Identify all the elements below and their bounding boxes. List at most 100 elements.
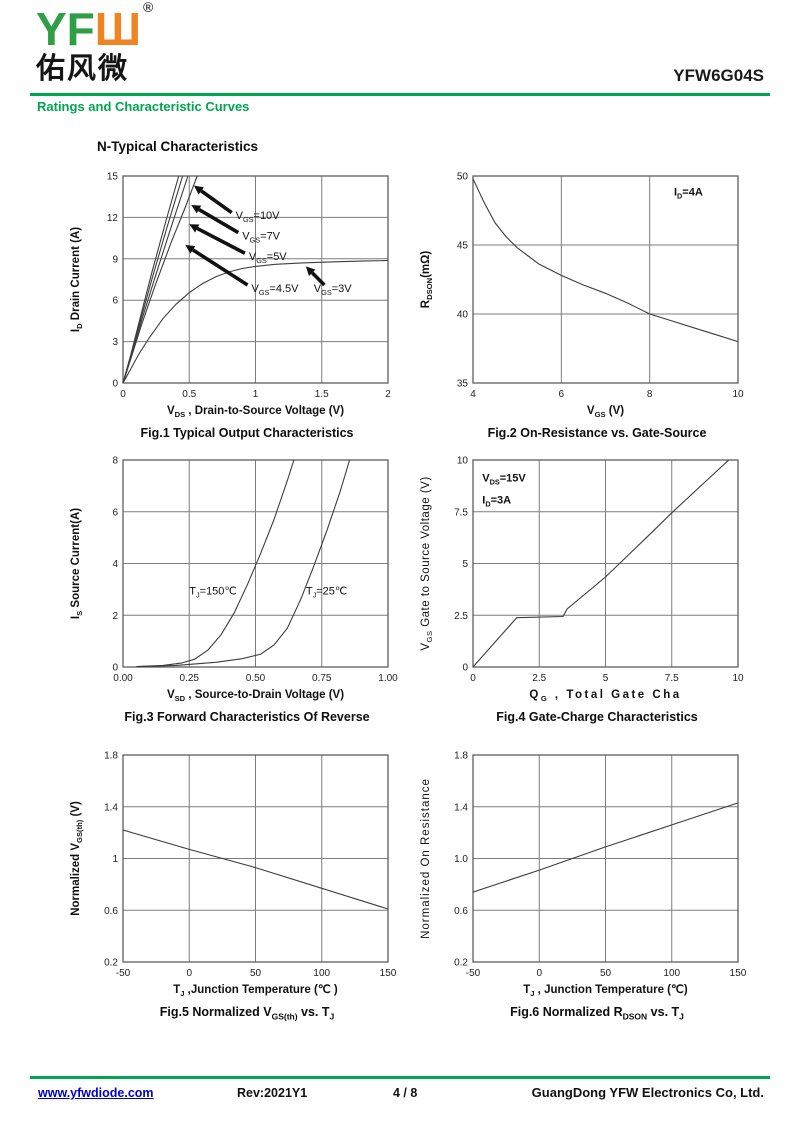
x-axis-label: TJ ,Junction Temperature (℃ ) <box>173 983 338 998</box>
x-tick-label: 0 <box>536 968 542 979</box>
x-tick-label: 100 <box>663 968 680 979</box>
fig5-cell: -50 0 50 100 150 0.2 0.6 1 1.4 1.8 TJ ,Junction Te… <box>65 747 415 1022</box>
annotation-arrow <box>191 248 249 287</box>
page-number: 4 / 8 <box>393 1086 418 1100</box>
annotation-arrow <box>200 189 233 215</box>
fig6-cell: -50 0 50 100 150 0.2 0.6 1.0 1.4 1.8 TJ , Junction… <box>415 747 765 1022</box>
logo-wordmark: YFШ ® <box>36 0 153 55</box>
x-tick-label: 0 <box>470 673 476 684</box>
annotation-arrow-head <box>189 224 200 233</box>
part-number: YFW6G04S <box>673 66 764 85</box>
y-axis-label: IS Source Current(A) <box>70 508 84 619</box>
y-axis-label: Normalized VGS(th) (V) <box>70 801 84 916</box>
series-rdson-vs-vgs-at-id-4a <box>472 178 739 343</box>
website-link[interactable]: www.yfwdiode.com <box>38 1086 154 1100</box>
x-tick-label: -50 <box>466 968 481 979</box>
y-tick-label: 0.2 <box>454 958 468 969</box>
fig3-forward-characteristics-chart: 0.00 0.25 0.50 0.75 1.00 0 2 4 6 8 TJ=150℃ TJ=25℃ VS… <box>70 456 398 704</box>
section-title: Ratings and Characteristic Curves <box>37 99 250 114</box>
series-normalized-vgs-th- <box>122 829 389 910</box>
fig1-cell: 0 0.5 1 1.5 2 0 3 6 9 12 15 VGS=10V VGS=7V VGS=5V VGS=… <box>65 168 415 452</box>
y-tick-label: 2.5 <box>454 611 468 622</box>
y-tick-label: 0 <box>112 663 118 674</box>
page-heading: N-Typical Characteristics <box>97 139 259 154</box>
plot-border <box>122 175 389 384</box>
y-tick-label: 40 <box>457 310 469 321</box>
x-tick-label: 2.5 <box>532 673 546 684</box>
y-tick-label: 10 <box>457 456 469 467</box>
plot-border <box>472 459 739 668</box>
y-tick-label: 1.8 <box>454 751 468 762</box>
x-tick-label: 7.5 <box>665 673 679 684</box>
series-vgs-4-5v <box>122 175 198 384</box>
fig4-cell: 0 2.5 5 7.5 10 0 2.5 5 7.5 10 VDS=15V ID=3A QG , Tot… <box>415 452 765 747</box>
series-vgs-3v <box>122 259 389 384</box>
x-tick-label: -50 <box>116 968 131 979</box>
y-tick-label: 6 <box>112 296 118 307</box>
registered-trademark-icon: ® <box>143 0 154 15</box>
y-tick-label: 0.2 <box>104 958 118 969</box>
y-tick-label: 50 <box>457 172 469 183</box>
x-tick-label: 10 <box>732 673 744 684</box>
fig3-cell: 0.00 0.25 0.50 0.75 1.00 0 2 4 6 8 TJ=150℃ TJ=25℃ VS… <box>65 452 415 747</box>
series-tj-25c <box>136 459 351 668</box>
fig5-caption: Fig.5 Normalized VGS(th) vs. TJ <box>159 1005 335 1022</box>
plot-annotation: ID=3A <box>482 494 511 508</box>
fig6-normalized-rdson-chart: -50 0 50 100 150 0.2 0.6 1.0 1.4 1.8 TJ , Junction… <box>420 751 747 999</box>
annotation-arrow-head <box>305 266 316 276</box>
x-tick-label: 1 <box>253 389 259 400</box>
y-axis-label: Normalized On Resistance <box>420 778 432 939</box>
x-tick-label: 50 <box>600 968 612 979</box>
x-tick-label: 1.00 <box>378 673 398 684</box>
x-tick-label: 2 <box>385 389 391 400</box>
x-tick-label: 6 <box>559 389 565 400</box>
yfw-logo: YFШ ® 佑风微 <box>36 0 153 85</box>
fig1-caption: Fig.1 Typical Output Characteristics <box>140 426 354 440</box>
y-tick-label: 35 <box>457 379 469 390</box>
x-tick-label: 4 <box>470 389 476 400</box>
y-tick-label: 0 <box>112 379 118 390</box>
plot-border <box>472 175 739 384</box>
x-tick-label: 100 <box>313 968 330 979</box>
logo-chinese-text: 佑风微 <box>36 53 130 85</box>
series-vgs-vs-qg <box>472 459 730 668</box>
y-axis-label: ID Drain Current (A) <box>70 227 84 332</box>
x-tick-label: 0.50 <box>246 673 266 684</box>
fig2-caption: Fig.2 On-Resistance vs. Gate-Source <box>487 426 707 440</box>
y-tick-label: 8 <box>112 456 118 467</box>
y-tick-label: 0.6 <box>104 906 118 917</box>
logo-yf-text: YF <box>36 3 95 55</box>
y-axis-label: VGS Gate to Source Voltage (V) <box>420 476 434 650</box>
header-divider <box>30 93 770 96</box>
x-axis-label: VSD , Source-to-Drain Voltage (V) <box>167 689 344 703</box>
plot-annotation: VGS=3V <box>314 283 352 297</box>
x-tick-label: 0.5 <box>182 389 196 400</box>
company-name: GuangDong YFW Electronics Co, Ltd. <box>531 1085 764 1100</box>
y-tick-label: 45 <box>457 241 469 252</box>
y-tick-label: 1.4 <box>454 802 468 813</box>
fig3-caption: Fig.3 Forward Characteristics Of Reverse <box>124 710 370 724</box>
annotation-arrow-head <box>193 185 204 195</box>
x-tick-label: 0.75 <box>312 673 332 684</box>
fig2-on-resistance-chart: 4 6 8 10 35 40 45 50 ID=4A VGS (V) RDSON(mΩ) <box>420 172 744 420</box>
logo-w-glyph: Ш <box>94 3 142 55</box>
y-tick-label: 6 <box>112 507 118 518</box>
plot-annotation: TJ=150℃ <box>189 586 237 600</box>
fig4-caption: Fig.4 Gate-Charge Characteristics <box>496 710 698 724</box>
x-tick-label: 50 <box>250 968 262 979</box>
y-tick-label: 9 <box>112 254 118 265</box>
y-tick-label: 7.5 <box>454 507 468 518</box>
y-tick-label: 0.6 <box>454 906 468 917</box>
y-tick-label: 4 <box>112 559 118 570</box>
y-tick-label: 5 <box>462 559 468 570</box>
plot-annotation: VDS=15V <box>482 473 526 487</box>
plot-annotation: VGS=7V <box>242 230 280 244</box>
x-axis-label: TJ , Junction Temperature (℃) <box>523 983 688 998</box>
fig2-cell: 4 6 8 10 35 40 45 50 ID=4A VGS (V) RDSON(mΩ) Fig.2… <box>415 168 765 452</box>
x-tick-label: 8 <box>647 389 653 400</box>
series-vgs-10v <box>122 175 180 384</box>
annotation-arrow <box>196 226 246 255</box>
revision-label: Rev:2021Y1 <box>237 1086 308 1100</box>
y-tick-label: 1.8 <box>104 751 118 762</box>
